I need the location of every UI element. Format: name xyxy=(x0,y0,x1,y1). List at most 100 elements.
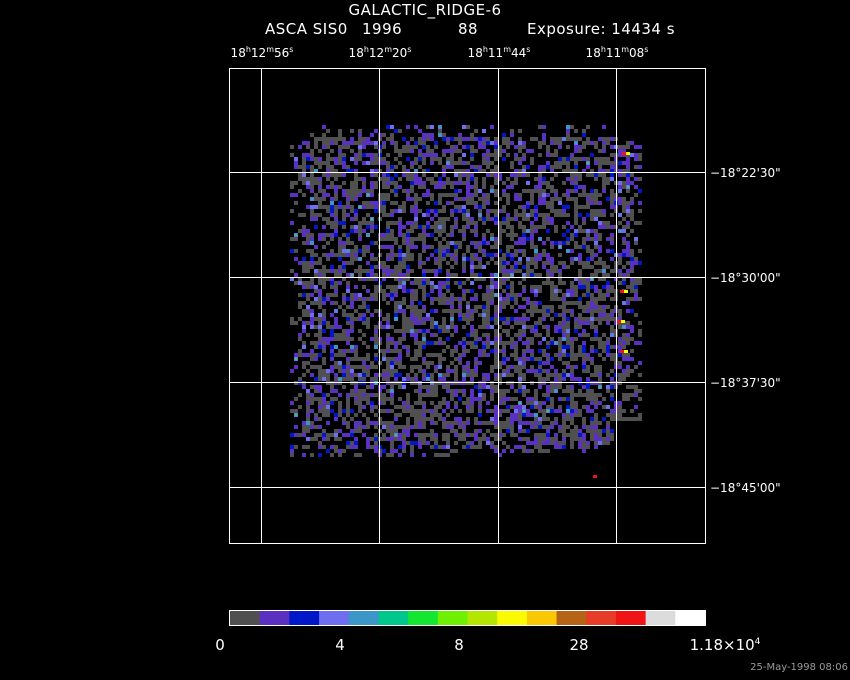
image-pixel xyxy=(450,293,454,297)
image-pixel xyxy=(630,209,634,213)
image-pixel xyxy=(630,141,634,145)
image-pixel xyxy=(342,313,346,317)
image-pixel xyxy=(402,409,406,413)
image-pixel xyxy=(438,245,442,249)
image-pixel xyxy=(390,141,394,145)
image-pixel xyxy=(574,169,578,173)
image-pixel xyxy=(486,313,490,317)
image-pixel xyxy=(470,221,474,225)
image-pixel xyxy=(502,321,506,325)
image-pixel xyxy=(418,137,422,141)
image-pixel xyxy=(394,285,398,289)
image-pixel xyxy=(530,149,534,153)
image-pixel xyxy=(418,401,422,405)
image-pixel xyxy=(462,373,466,377)
image-pixel xyxy=(582,241,586,245)
image-pixel xyxy=(398,385,402,389)
image-pixel xyxy=(366,353,370,357)
image-pixel xyxy=(502,269,506,273)
image-pixel xyxy=(522,297,526,301)
image-pixel xyxy=(542,353,546,357)
image-pixel xyxy=(394,413,398,417)
image-pixel xyxy=(466,217,470,221)
image-pixel xyxy=(478,265,482,269)
image-pixel xyxy=(322,409,326,413)
image-pixel xyxy=(450,389,454,393)
image-pixel xyxy=(326,373,330,377)
image-pixel xyxy=(622,345,626,349)
image-pixel xyxy=(374,257,378,261)
image-pixel xyxy=(454,365,458,369)
image-pixel xyxy=(318,233,322,237)
image-pixel xyxy=(430,321,434,325)
image-pixel xyxy=(494,177,498,181)
image-pixel xyxy=(538,417,542,421)
image-pixel xyxy=(610,369,614,373)
image-pixel xyxy=(562,361,566,365)
image-pixel xyxy=(498,197,502,201)
image-pixel xyxy=(630,277,634,281)
image-pixel xyxy=(438,301,442,305)
image-pixel xyxy=(542,417,546,421)
image-pixel xyxy=(486,373,490,377)
image-pixel xyxy=(470,289,474,293)
image-pixel xyxy=(474,273,478,277)
image-pixel xyxy=(418,349,422,353)
image-pixel xyxy=(602,277,606,281)
image-pixel xyxy=(526,341,530,345)
image-pixel xyxy=(414,201,418,205)
image-pixel xyxy=(518,365,522,369)
image-pixel xyxy=(366,309,370,313)
image-pixel xyxy=(606,285,610,289)
image-pixel xyxy=(482,197,486,201)
image-pixel xyxy=(470,393,474,397)
image-pixel xyxy=(590,337,594,341)
image-pixel xyxy=(586,201,590,205)
image-pixel xyxy=(602,173,606,177)
ra-tick-label: 18h12m20s xyxy=(348,45,412,60)
image-pixel xyxy=(362,433,366,437)
image-pixel xyxy=(498,241,502,245)
image-pixel xyxy=(510,421,514,425)
image-pixel xyxy=(574,205,578,209)
image-pixel xyxy=(358,317,362,321)
image-pixel xyxy=(582,221,586,225)
image-pixel xyxy=(370,437,374,441)
image-pixel xyxy=(402,445,406,449)
image-pixel xyxy=(314,161,318,165)
image-pixel xyxy=(438,253,442,257)
image-pixel xyxy=(586,261,590,265)
image-pixel xyxy=(526,369,530,373)
image-pixel xyxy=(290,145,294,149)
image-pixel xyxy=(578,333,582,337)
image-pixel xyxy=(350,429,354,433)
image-pixel xyxy=(346,413,350,417)
image-pixel xyxy=(626,189,630,193)
image-pixel xyxy=(346,405,350,409)
image-pixel xyxy=(302,193,306,197)
image-pixel xyxy=(318,453,322,457)
image-pixel xyxy=(634,389,638,393)
image-pixel xyxy=(618,309,622,313)
image-pixel xyxy=(314,205,318,209)
image-pixel xyxy=(570,313,574,317)
image-pixel xyxy=(578,445,582,449)
image-pixel xyxy=(422,233,426,237)
image-pixel xyxy=(518,237,522,241)
bright-pixel xyxy=(575,142,577,144)
image-pixel xyxy=(550,373,554,377)
image-pixel xyxy=(494,237,498,241)
image-pixel xyxy=(498,173,502,177)
image-pixel xyxy=(442,421,446,425)
image-pixel xyxy=(414,173,418,177)
image-pixel xyxy=(294,157,298,161)
image-pixel xyxy=(562,261,566,265)
image-pixel xyxy=(462,297,466,301)
image-pixel xyxy=(602,209,606,213)
image-pixel xyxy=(590,201,594,205)
image-pixel xyxy=(486,229,490,233)
image-pixel xyxy=(550,141,554,145)
image-pixel xyxy=(598,225,602,229)
image-pixel xyxy=(522,385,526,389)
image-pixel xyxy=(634,261,638,265)
